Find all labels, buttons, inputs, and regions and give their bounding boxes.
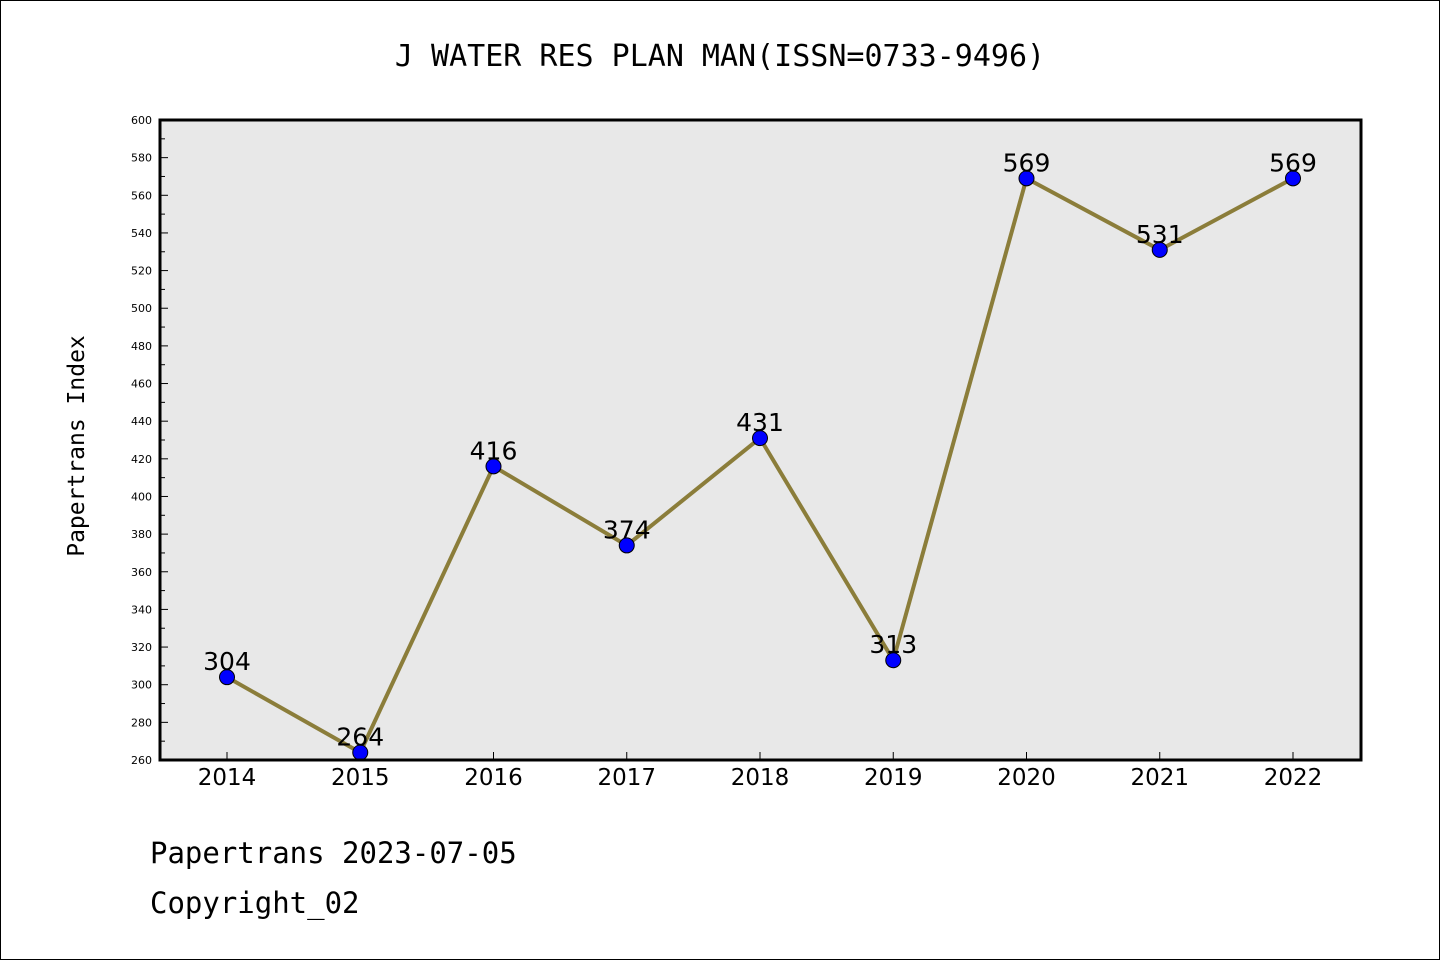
x-tick-label: 2020 (997, 765, 1056, 791)
y-tick-label: 280 (131, 716, 152, 729)
data-points (219, 170, 1301, 761)
data-point (1151, 241, 1168, 258)
footer-date: Papertrans 2023-07-05 (150, 836, 517, 870)
data-point (1285, 170, 1301, 187)
x-tick-label: 2015 (331, 765, 390, 791)
y-tick-label: 260 (131, 754, 152, 767)
y-tick-label: 540 (131, 227, 152, 240)
x-tick-label: 2021 (1130, 765, 1189, 791)
y-tick-label: 320 (131, 641, 152, 654)
data-label: 416 (470, 436, 518, 465)
data-label: 431 (736, 408, 784, 437)
y-tick-label: 480 (131, 340, 152, 353)
x-tick-label: 2017 (597, 765, 656, 791)
y-tick-label: 340 (131, 603, 152, 616)
y-tick-label: 420 (131, 453, 152, 466)
data-label: 264 (336, 722, 384, 751)
y-tick-label: 560 (131, 189, 152, 202)
y-tick-label: 360 (131, 566, 152, 579)
plot-border (158, 118, 1363, 762)
data-label: 569 (1003, 148, 1051, 177)
data-point (219, 669, 235, 686)
y-tick-label: 460 (131, 378, 152, 391)
data-point (1018, 170, 1035, 187)
y-tick-label: 520 (131, 265, 152, 278)
y-tick-label: 440 (131, 415, 152, 428)
data-point (752, 430, 768, 447)
data-label: 569 (1269, 148, 1317, 177)
chart-title: J WATER RES PLAN MAN(ISSN=0733-9496) (395, 39, 1045, 74)
footer-copyright: Copyright_02 (150, 886, 360, 920)
y-tick-label: 580 (131, 152, 152, 165)
y-tick-label: 500 (131, 302, 152, 315)
data-point (485, 458, 502, 475)
data-labels: 304 264 416 374 431 313 569 531 569 (203, 148, 1317, 751)
x-tick-label: 2018 (731, 765, 790, 791)
x-tick-label: 2019 (864, 765, 923, 791)
x-tick-label: 2016 (464, 765, 523, 791)
y-axis-label: Papertrans Index (64, 335, 90, 557)
x-axis: 2014 2015 2016 2017 2018 2019 2020 2021 2022 (198, 752, 1323, 791)
y-tick-label: 300 (131, 679, 152, 692)
data-label: 313 (869, 630, 917, 659)
data-point (618, 537, 635, 554)
x-tick-label: 2022 (1264, 765, 1323, 791)
y-tick-label: 600 (131, 114, 152, 127)
data-label: 531 (1136, 220, 1184, 249)
x-tick-label: 2014 (198, 765, 257, 791)
data-label: 374 (603, 515, 651, 544)
data-label: 304 (203, 647, 251, 676)
y-tick-label: 400 (131, 490, 152, 503)
y-tick-label: 380 (131, 528, 152, 541)
data-point (885, 652, 902, 669)
y-axis: 260 280 300 320 340 360 380 400 420 440 460 480 500 5… (131, 114, 168, 767)
